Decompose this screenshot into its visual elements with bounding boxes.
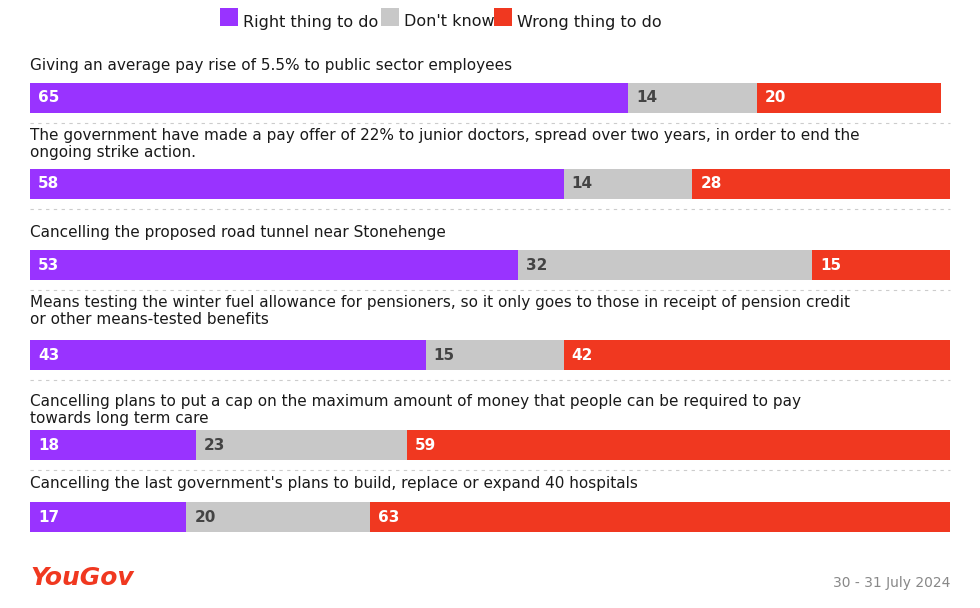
Bar bbox=[494, 8, 512, 26]
Bar bbox=[30, 430, 196, 460]
Text: 43: 43 bbox=[38, 348, 59, 362]
Text: 63: 63 bbox=[378, 510, 400, 525]
Text: YouGov: YouGov bbox=[30, 566, 133, 590]
Text: 15: 15 bbox=[433, 348, 455, 362]
Text: 14: 14 bbox=[571, 176, 593, 192]
Text: 15: 15 bbox=[820, 258, 841, 272]
Text: Cancelling plans to put a cap on the maximum amount of money that people can be : Cancelling plans to put a cap on the max… bbox=[30, 394, 801, 426]
Bar bbox=[408, 430, 950, 460]
Text: Cancelling the proposed road tunnel near Stonehenge: Cancelling the proposed road tunnel near… bbox=[30, 225, 446, 240]
Bar bbox=[628, 83, 757, 113]
Text: Right thing to do: Right thing to do bbox=[243, 15, 378, 30]
Bar bbox=[30, 169, 563, 199]
Text: 14: 14 bbox=[636, 91, 658, 106]
Text: 20: 20 bbox=[194, 510, 216, 525]
Text: Wrong thing to do: Wrong thing to do bbox=[516, 15, 662, 30]
Text: 58: 58 bbox=[38, 176, 59, 192]
Bar bbox=[517, 250, 812, 280]
Text: 32: 32 bbox=[525, 258, 547, 272]
Bar bbox=[380, 8, 399, 26]
Text: Means testing the winter fuel allowance for pensioners, so it only goes to those: Means testing the winter fuel allowance … bbox=[30, 295, 850, 327]
Bar bbox=[693, 169, 950, 199]
Text: Don't know: Don't know bbox=[404, 15, 494, 30]
Text: 18: 18 bbox=[38, 438, 59, 452]
Text: 23: 23 bbox=[204, 438, 225, 452]
Text: 53: 53 bbox=[38, 258, 59, 272]
Bar bbox=[564, 169, 693, 199]
Text: 28: 28 bbox=[701, 176, 722, 192]
Bar bbox=[196, 430, 408, 460]
Bar bbox=[812, 250, 950, 280]
Bar bbox=[30, 340, 425, 370]
Text: 30 - 31 July 2024: 30 - 31 July 2024 bbox=[833, 576, 950, 590]
Text: Giving an average pay rise of 5.5% to public sector employees: Giving an average pay rise of 5.5% to pu… bbox=[30, 58, 513, 73]
Text: The government have made a pay offer of 22% to junior doctors, spread over two y: The government have made a pay offer of … bbox=[30, 128, 859, 161]
Bar bbox=[186, 502, 370, 532]
Text: Cancelling the last government's plans to build, replace or expand 40 hospitals: Cancelling the last government's plans t… bbox=[30, 476, 638, 491]
Text: 42: 42 bbox=[571, 348, 593, 362]
Text: 65: 65 bbox=[38, 91, 60, 106]
Bar bbox=[30, 250, 517, 280]
Bar bbox=[30, 502, 186, 532]
Bar bbox=[757, 83, 941, 113]
Bar bbox=[370, 502, 950, 532]
Bar bbox=[425, 340, 564, 370]
Bar bbox=[30, 83, 628, 113]
Bar bbox=[220, 8, 238, 26]
Text: 17: 17 bbox=[38, 510, 59, 525]
Text: 59: 59 bbox=[416, 438, 436, 452]
Text: 20: 20 bbox=[764, 91, 786, 106]
Bar bbox=[564, 340, 950, 370]
